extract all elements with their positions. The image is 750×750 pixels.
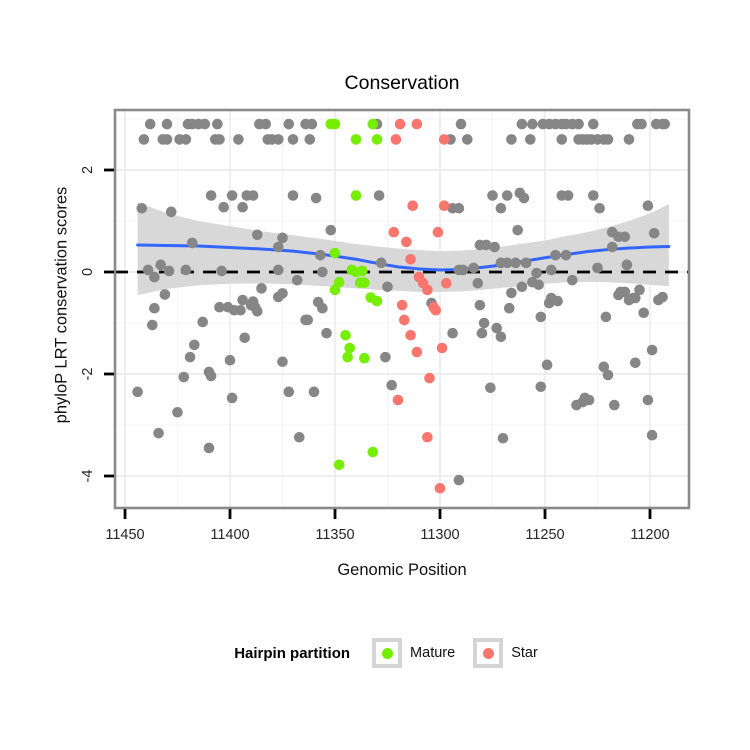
svg-text:-4: -4: [80, 470, 96, 483]
svg-text:11350: 11350: [315, 527, 354, 543]
svg-text:11200: 11200: [630, 527, 669, 543]
svg-text:-2: -2: [80, 368, 96, 381]
chart-title: Conservation: [344, 72, 460, 94]
legend-key-star: [473, 638, 504, 668]
legend-label-mature: Mature: [410, 645, 456, 661]
svg-text:0: 0: [80, 268, 96, 276]
legend-item-star[interactable]: Star: [473, 638, 538, 668]
legend-dot-0: [381, 647, 393, 659]
x-axis-title: Genomic Position: [337, 561, 467, 579]
legend-label-star: Star: [511, 645, 538, 661]
svg-text:11300: 11300: [420, 527, 459, 543]
legend-dot-1: [482, 647, 494, 659]
y-axis-title: phyloP LRT conservation scores: [52, 186, 71, 424]
legend-item-mature[interactable]: Mature: [372, 638, 455, 668]
svg-text:11400: 11400: [210, 527, 249, 543]
svg-text:2: 2: [80, 166, 96, 174]
legend-title: Hairpin partition: [234, 644, 351, 662]
legend-key-mature: [372, 638, 403, 668]
svg-text:11250: 11250: [525, 527, 564, 543]
svg-text:11450: 11450: [105, 527, 144, 543]
legend: Hairpin partition Mature Star: [0, 638, 750, 668]
